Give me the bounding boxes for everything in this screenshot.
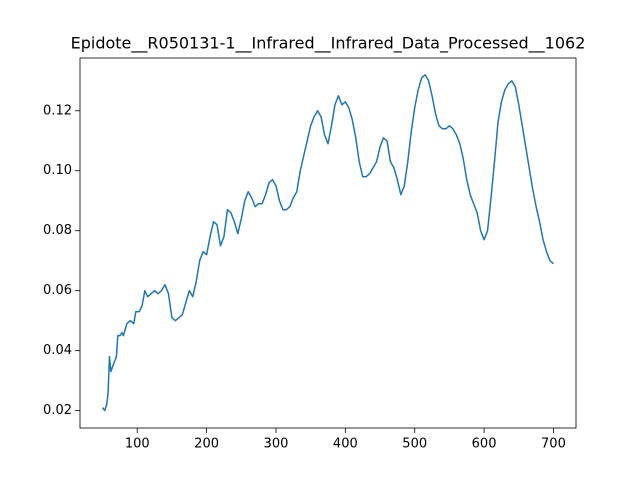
x-tick-label: 500 bbox=[402, 437, 427, 452]
y-tick-label: 0.04 bbox=[43, 343, 72, 358]
y-tick-label: 0.10 bbox=[43, 163, 72, 178]
x-tick-label: 400 bbox=[333, 437, 358, 452]
y-tick-label: 0.02 bbox=[43, 403, 72, 418]
x-tick-label: 300 bbox=[264, 437, 289, 452]
x-tick-label: 600 bbox=[472, 437, 497, 452]
y-tick-label: 0.08 bbox=[43, 223, 72, 238]
plot-frame bbox=[79, 57, 577, 429]
chart-title: Epidote__R050131-1__Infrared__Infrared_D… bbox=[71, 34, 586, 54]
y-tick-label: 0.06 bbox=[43, 283, 72, 298]
x-tick-label: 700 bbox=[541, 437, 566, 452]
x-tick-label: 200 bbox=[194, 437, 219, 452]
y-tick-label: 0.12 bbox=[43, 103, 72, 118]
data-line bbox=[101, 74, 554, 412]
x-tick-label: 100 bbox=[125, 437, 150, 452]
